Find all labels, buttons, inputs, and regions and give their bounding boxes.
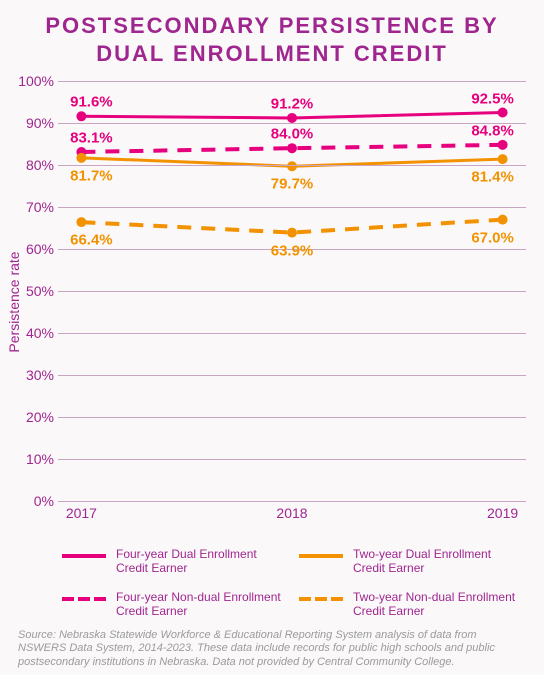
series-marker <box>498 215 508 225</box>
series-marker <box>287 143 297 153</box>
data-label: 91.6% <box>70 94 113 111</box>
x-tick: 2018 <box>276 505 307 521</box>
series-marker <box>287 161 297 171</box>
data-label: 81.7% <box>70 167 113 184</box>
gridline <box>58 81 526 82</box>
y-tick: 50% <box>14 283 54 299</box>
gridline <box>58 207 526 208</box>
data-label: 84.0% <box>271 126 314 143</box>
legend-swatch <box>299 549 343 563</box>
series-marker <box>498 108 508 118</box>
data-label: 83.1% <box>70 129 113 146</box>
x-tick: 2019 <box>487 505 518 521</box>
series-marker <box>76 111 86 121</box>
y-tick: 60% <box>14 241 54 257</box>
gridline <box>58 333 526 334</box>
gridline <box>58 291 526 292</box>
y-tick: 20% <box>14 409 54 425</box>
legend-label: Two-year Non-dual Enrollment Credit Earn… <box>353 590 518 619</box>
legend-swatch <box>299 592 343 606</box>
series-marker <box>76 217 86 227</box>
y-tick: 90% <box>14 115 54 131</box>
gridline <box>58 165 526 166</box>
source-footnote: Source: Nebraska Statewide Workforce & E… <box>0 619 544 670</box>
legend: Four-year Dual Enrollment Credit Earner T… <box>62 547 518 619</box>
gridline <box>58 459 526 460</box>
data-label: 63.9% <box>271 242 314 259</box>
data-label: 79.7% <box>271 176 314 193</box>
y-tick: 30% <box>14 367 54 383</box>
y-tick: 80% <box>14 157 54 173</box>
series-marker <box>498 154 508 164</box>
gridline <box>58 123 526 124</box>
x-axis-ticks: 2017 2018 2019 <box>58 501 526 523</box>
gridline <box>58 417 526 418</box>
legend-label: Four-year Non-dual Enrollment Credit Ear… <box>116 590 281 619</box>
data-label: 81.4% <box>471 169 514 186</box>
legend-swatch <box>62 592 106 606</box>
data-label: 84.8% <box>471 122 514 139</box>
series-marker <box>287 113 297 123</box>
data-label: 67.0% <box>471 229 514 246</box>
data-label: 66.4% <box>70 232 113 249</box>
y-tick: 40% <box>14 325 54 341</box>
legend-swatch <box>62 549 106 563</box>
legend-item: Two-year Non-dual Enrollment Credit Earn… <box>299 590 518 619</box>
legend-item: Two-year Dual Enrollment Credit Earner <box>299 547 518 576</box>
gridline <box>58 375 526 376</box>
data-label: 92.5% <box>471 90 514 107</box>
legend-item: Four-year Dual Enrollment Credit Earner <box>62 547 281 576</box>
legend-label: Two-year Dual Enrollment Credit Earner <box>353 547 518 576</box>
series-marker <box>498 140 508 150</box>
y-tick: 70% <box>14 199 54 215</box>
chart-area: Persistence rate 0%10%20%30%40%50%60%70%… <box>58 81 526 523</box>
series-marker <box>76 153 86 163</box>
chart-title: POSTSECONDARY PERSISTENCE BY DUAL ENROLL… <box>0 0 544 75</box>
legend-label: Four-year Dual Enrollment Credit Earner <box>116 547 281 576</box>
plot-region: 0%10%20%30%40%50%60%70%80%90%100%91.6%91… <box>58 81 526 501</box>
data-label: 91.2% <box>271 95 314 112</box>
y-tick: 100% <box>14 73 54 89</box>
series-marker <box>287 228 297 238</box>
x-tick: 2017 <box>66 505 97 521</box>
legend-item: Four-year Non-dual Enrollment Credit Ear… <box>62 590 281 619</box>
y-tick: 0% <box>14 493 54 509</box>
y-tick: 10% <box>14 451 54 467</box>
